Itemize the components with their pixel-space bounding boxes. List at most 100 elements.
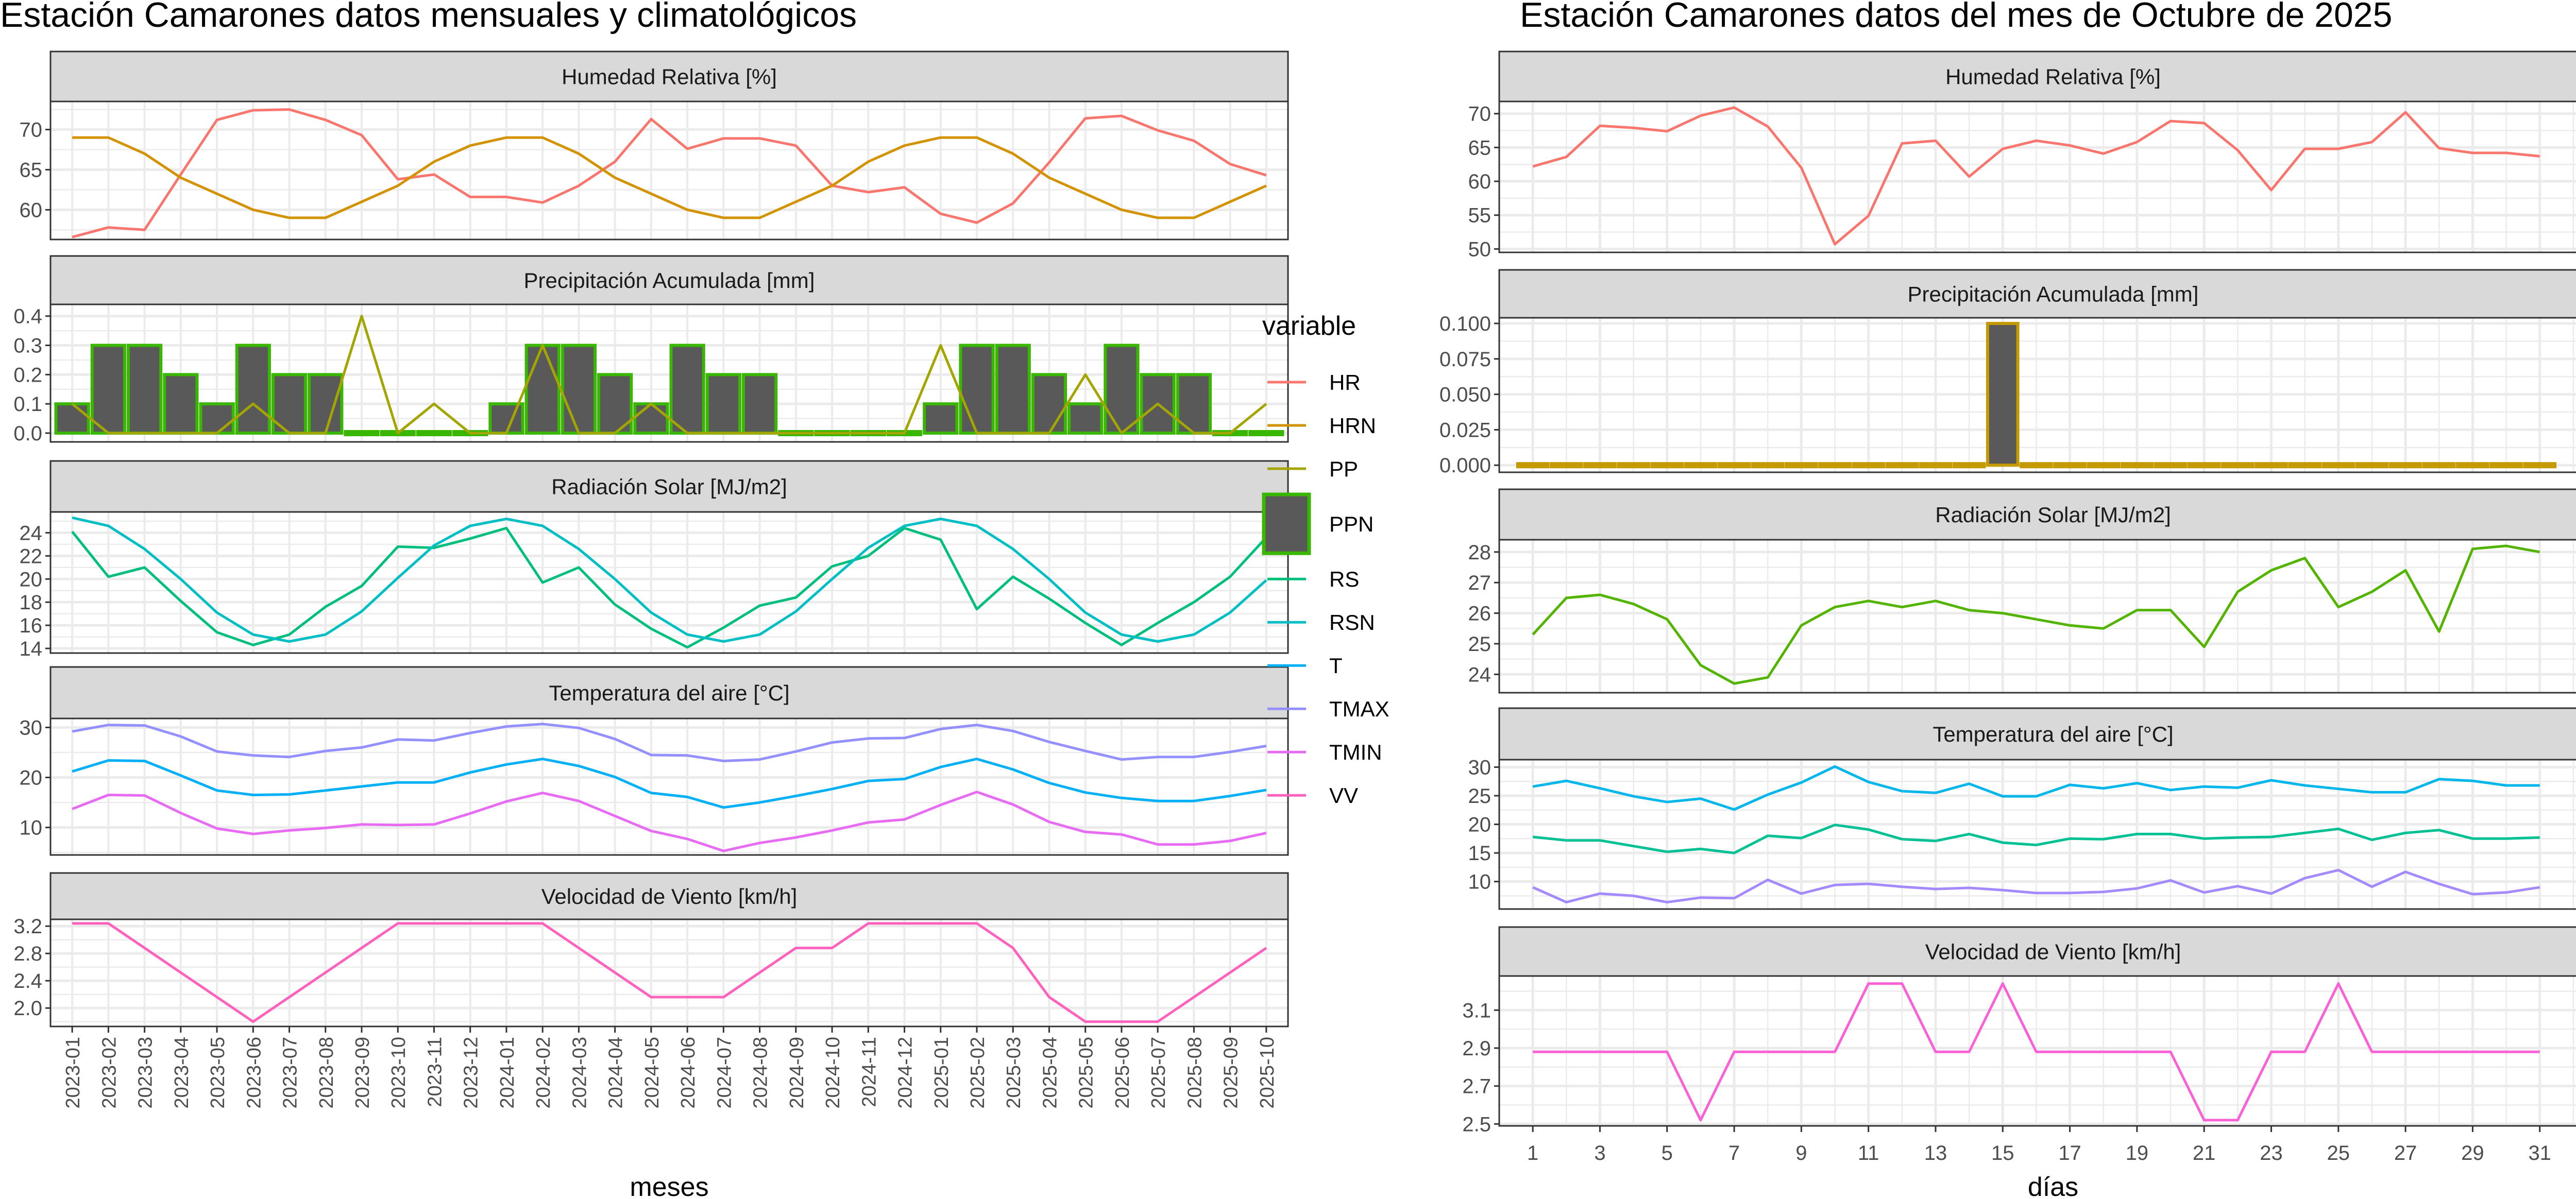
bar-PP: [1717, 462, 1751, 469]
x-tick-label: 21: [2193, 1142, 2216, 1164]
bar-PPN: [54, 402, 90, 435]
panel-border: [1498, 539, 2576, 694]
x-tick-label: 2023-12: [461, 1037, 482, 1108]
bar-PP: [1919, 462, 1953, 469]
x-tick-label: 17: [2058, 1142, 2081, 1164]
x-tick-label: 2023-05: [207, 1037, 229, 1108]
y-tick-label: 26: [1468, 603, 1492, 625]
panel-border: [1498, 317, 2576, 473]
bar-PPN: [416, 430, 452, 436]
y-tick-label: 70: [1468, 103, 1492, 126]
bar-PPN: [344, 430, 380, 436]
y-tick-label: 0.0: [13, 422, 42, 445]
bar-PP: [2456, 462, 2489, 469]
panel-title: Temperatura del aire [°C]: [549, 681, 789, 705]
y-tick-label: 22: [20, 545, 43, 568]
panel-title: Humedad Relativa [%]: [1945, 65, 2161, 89]
panel-3: Temperatura del aire [°C] 10 15 20 25 30: [1468, 707, 2576, 910]
legend-label-rsn: RSN: [1329, 610, 1375, 635]
panel-border: [49, 303, 1289, 443]
y-tick-label: 2.0: [13, 997, 42, 1020]
x-tick-label: 2023-04: [171, 1037, 193, 1108]
x-tick-label: 2025-09: [1221, 1037, 1242, 1108]
y-tick-label: 0.4: [13, 305, 42, 328]
y-tick-label: 2.8: [13, 943, 42, 965]
panel-border: [49, 918, 1289, 1027]
bar-PPN: [1248, 430, 1284, 436]
series-TMAX: [1532, 765, 2540, 811]
bar-PP: [1583, 462, 1617, 469]
plot-area: [1499, 540, 2576, 693]
series-TMIN: [1532, 868, 2540, 904]
series-HR: [1532, 106, 2540, 246]
x-tick-label: 2024-09: [786, 1037, 808, 1108]
series-VV: [1533, 982, 2540, 1122]
y-tick-label: 30: [1468, 756, 1492, 779]
bar-PP: [2087, 462, 2121, 469]
y-tick-label: 16: [20, 614, 43, 637]
series-PP: [71, 315, 1267, 435]
legend-label-tmax: TMAX: [1329, 697, 1389, 721]
y-tick-label: 60: [1468, 170, 1492, 193]
y-tick-label: 0.075: [1439, 348, 1491, 371]
y-tick-label: 0.2: [13, 364, 42, 386]
legend-label-vv: VV: [1329, 783, 1358, 808]
legend: variable HR HRN PP PPN RS RSN T TMAX TMIN VV: [1262, 311, 1389, 808]
y-tick-label: 25: [1468, 785, 1492, 808]
y-tick-label: 20: [20, 568, 43, 591]
bar-PP: [2321, 462, 2355, 469]
bar-PP: [2053, 462, 2087, 469]
panel-title: Velocidad de Viento [km/h]: [1925, 940, 2181, 964]
bar-PP: [1751, 462, 1785, 469]
y-tick-label: 0.3: [13, 335, 42, 357]
y-tick-label: 65: [20, 159, 43, 181]
x-tick-label: 7: [1728, 1142, 1740, 1164]
plot-area: [1499, 760, 2576, 909]
y-tick-label: 24: [1468, 663, 1492, 686]
x-tick-label: 2023-11: [424, 1037, 446, 1107]
bar-PP: [2422, 462, 2456, 469]
panel-4: Velocidad de Viento [km/h] 2.5 2.7 2.9 3.1: [1462, 926, 2576, 1136]
series-RSN: [72, 516, 1267, 643]
bar-PPN: [127, 344, 163, 435]
y-tick-label: 0.025: [1439, 419, 1491, 441]
panel-title: Temperatura del aire [°C]: [1933, 722, 2173, 746]
bar-PP: [1549, 462, 1583, 469]
bar-PP: [2221, 462, 2255, 469]
y-tick-label: 20: [1468, 814, 1492, 836]
x-tick-label: 2025-10: [1257, 1037, 1278, 1108]
bar-PPN: [199, 402, 235, 435]
y-tick-label: 15: [1468, 842, 1492, 865]
panel-border: [49, 511, 1289, 654]
x-tick-label: 2024-05: [641, 1037, 663, 1108]
bar-PP: [1617, 462, 1650, 469]
y-tick-label: 2.9: [1462, 1037, 1491, 1060]
x-tick-label: 2025-01: [931, 1037, 953, 1108]
y-tick-label: 50: [1468, 238, 1492, 261]
x-tick-label: 2023-10: [388, 1037, 410, 1108]
panel-title: Radiación Solar [MJ/m2]: [1935, 503, 2171, 527]
y-tick-label: 10: [1468, 871, 1492, 894]
y-tick-label: 55: [1468, 204, 1492, 227]
x-tick-label: 2025-08: [1184, 1037, 1206, 1108]
x-tick-label: 2024-11: [858, 1037, 880, 1107]
y-tick-label: 18: [20, 591, 43, 614]
series-VV: [72, 922, 1267, 1023]
panel-title: Humedad Relativa [%]: [562, 65, 777, 89]
panel-4: Velocidad de Viento [km/h] 2.0 2.4 2.8 3.2: [13, 872, 1289, 1027]
panel-1: Precipitación Acumulada [mm] 0.000 0.025 0.…: [1439, 269, 2576, 477]
y-tick-label: 0.100: [1439, 313, 1491, 335]
series-TMAX: [72, 723, 1267, 762]
y-tick-label: 24: [20, 522, 43, 544]
bar-PP: [1684, 462, 1718, 469]
x-tick-label: 2024-07: [714, 1037, 735, 1108]
bar-PP: [1818, 462, 1852, 469]
bar-PP: [2288, 462, 2321, 469]
x-tick-label: 11: [1858, 1142, 1879, 1164]
y-tick-label: 3.2: [13, 915, 42, 938]
panel-border: [49, 717, 1289, 856]
legend-label-rs: RS: [1329, 567, 1359, 591]
x-tick-label: 23: [2260, 1142, 2283, 1164]
y-tick-label: 0.1: [13, 393, 42, 416]
